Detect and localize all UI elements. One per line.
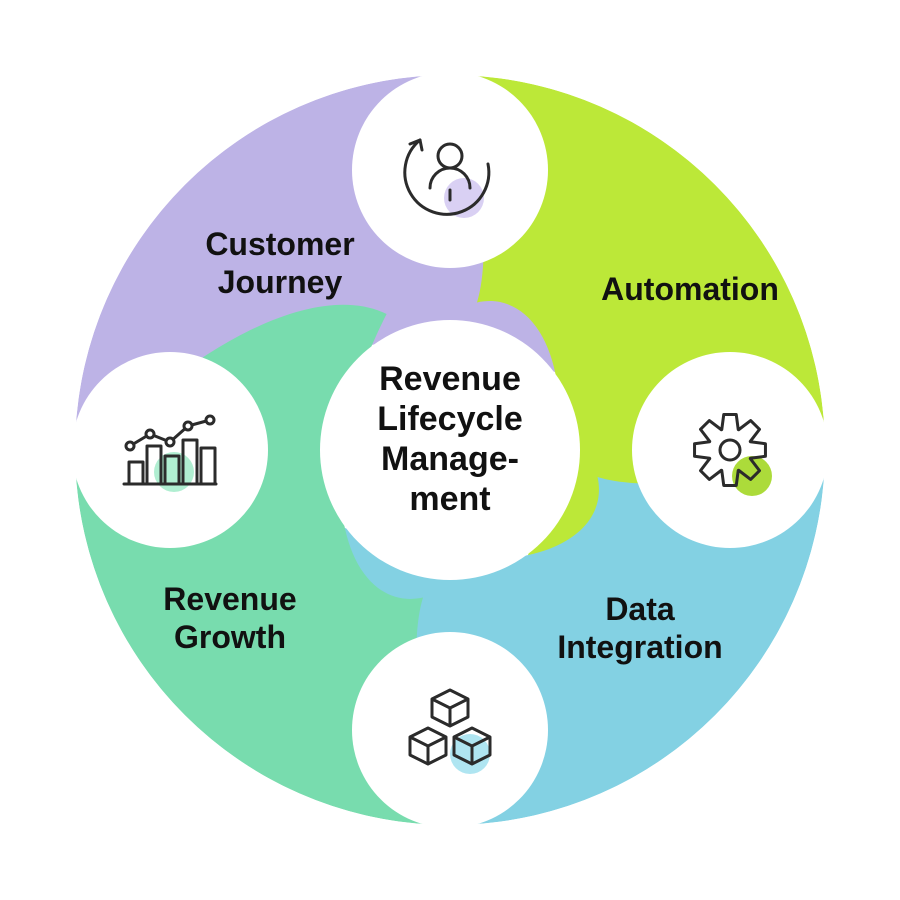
segment-label-line: Integration	[557, 629, 722, 665]
icon-bubble-customer-journey	[352, 72, 548, 268]
diagram-stage: CustomerJourney Automation DataIntegration…	[0, 0, 900, 900]
center-label-line: ment	[409, 480, 490, 518]
cycle-diagram: CustomerJourney Automation DataIntegration…	[0, 0, 900, 900]
center-label-line: Manage-	[381, 440, 519, 478]
segment-label-line: Revenue	[163, 581, 296, 617]
icon-bubble-data-integration	[352, 632, 548, 828]
segment-label-line: Growth	[174, 619, 286, 655]
segment-label-line: Customer	[205, 226, 354, 262]
segment-label-automation: Automation	[601, 271, 779, 307]
center-label-line: Lifecycle	[377, 400, 523, 438]
center-label-line: Revenue	[379, 360, 521, 398]
segment-label-line: Automation	[601, 271, 779, 307]
icon-bubble-automation	[632, 352, 828, 548]
segment-label-line: Data	[605, 591, 675, 627]
segment-label-line: Journey	[218, 264, 343, 300]
icon-bubble-revenue-growth	[72, 352, 268, 548]
